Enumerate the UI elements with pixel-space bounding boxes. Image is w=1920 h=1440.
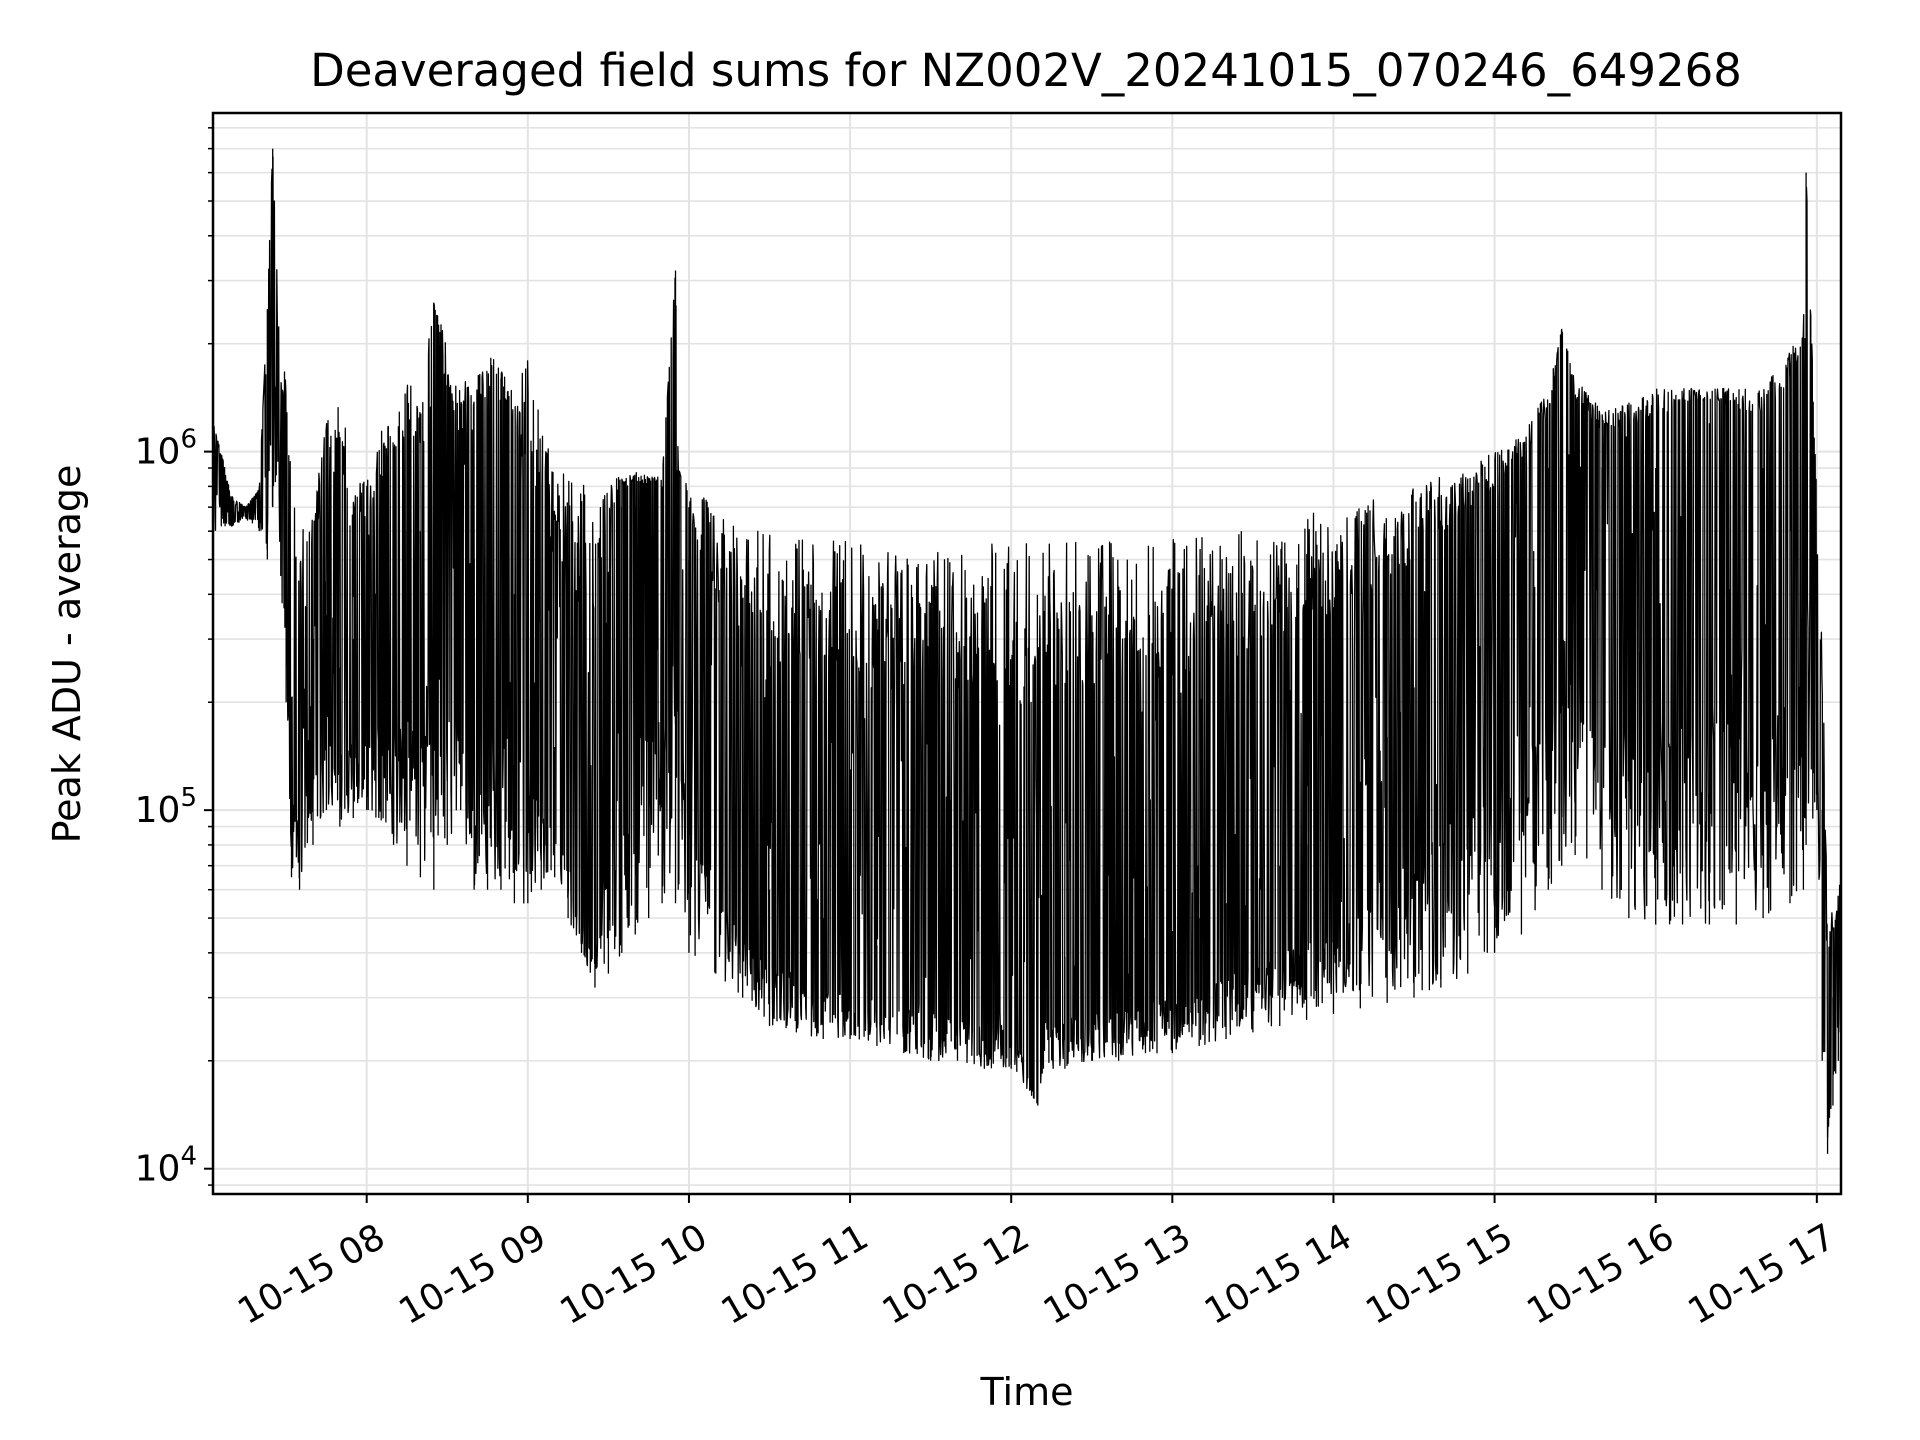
y-tick-label: 106 <box>135 425 197 473</box>
series-trace <box>212 156 1842 1138</box>
y-tick-label: 104 <box>135 1142 197 1190</box>
y-tick-label: 105 <box>135 783 197 831</box>
series-line <box>212 148 1842 1154</box>
chart-title: Deaveraged field sums for NZ002V_2024101… <box>310 44 1742 97</box>
plot-frame <box>211 111 1843 1196</box>
x-axis-label: Time <box>980 1370 1074 1414</box>
y-axis-label: Peak ADU - average <box>45 465 89 844</box>
